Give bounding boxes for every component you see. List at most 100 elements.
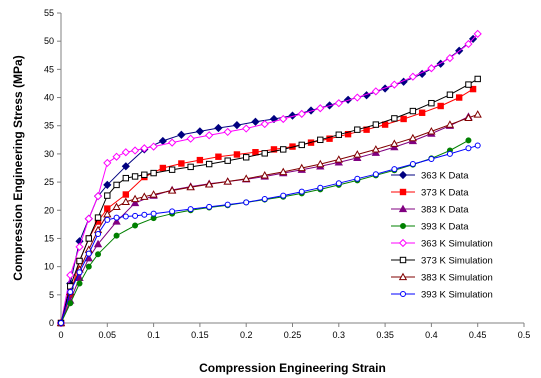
data-point bbox=[418, 109, 426, 116]
data-point bbox=[473, 29, 482, 38]
data-point bbox=[75, 242, 84, 252]
data-point bbox=[206, 203, 213, 210]
legend-label: 383 K Simulation bbox=[421, 273, 493, 284]
legend-marker bbox=[398, 204, 408, 213]
y-tick-label: 0 bbox=[49, 318, 54, 328]
data-point bbox=[465, 145, 472, 152]
data-point bbox=[232, 121, 242, 130]
y-tick-label: 40 bbox=[44, 93, 54, 103]
data-point bbox=[242, 124, 251, 133]
legend-marker bbox=[399, 256, 407, 264]
data-point bbox=[409, 161, 416, 168]
data-point bbox=[390, 139, 399, 147]
data-point bbox=[95, 251, 102, 258]
data-point bbox=[215, 153, 222, 160]
data-point bbox=[455, 94, 463, 101]
legend: 363 K Data 373 K Data 383 K Data 393 K Data… bbox=[391, 171, 493, 301]
data-point bbox=[428, 155, 435, 162]
data-point bbox=[167, 186, 177, 194]
legend-label: 373 K Data bbox=[421, 188, 469, 199]
data-point bbox=[122, 191, 130, 198]
data-point bbox=[242, 174, 251, 182]
x-tick-label: 0.15 bbox=[191, 330, 209, 340]
data-point bbox=[381, 121, 389, 128]
data-point bbox=[121, 162, 130, 171]
data-point bbox=[446, 91, 454, 98]
data-point bbox=[391, 166, 398, 173]
data-point bbox=[224, 157, 231, 164]
data-point bbox=[288, 111, 297, 120]
legend-label: 373 K Simulation bbox=[421, 256, 493, 267]
data-point bbox=[205, 160, 213, 168]
legend-label: 383 K Data bbox=[421, 205, 469, 216]
data-point bbox=[150, 169, 157, 177]
data-point bbox=[335, 131, 343, 138]
legend-item: 393 K Data bbox=[391, 222, 469, 233]
data-point bbox=[132, 222, 139, 229]
data-point bbox=[104, 216, 111, 223]
data-point bbox=[233, 151, 241, 158]
y-tick-label: 20 bbox=[44, 205, 54, 215]
data-point bbox=[168, 138, 177, 147]
data-point bbox=[158, 136, 167, 146]
data-point bbox=[122, 174, 130, 182]
data-point bbox=[196, 156, 204, 164]
data-point bbox=[76, 269, 83, 276]
x-tick-label: 0.5 bbox=[518, 330, 531, 340]
data-point bbox=[223, 127, 232, 137]
data-point bbox=[85, 235, 92, 242]
data-point bbox=[280, 146, 287, 153]
data-point bbox=[93, 192, 103, 201]
data-point bbox=[298, 141, 305, 149]
data-point bbox=[316, 159, 325, 168]
data-point bbox=[178, 160, 185, 167]
data-point bbox=[464, 39, 473, 49]
data-point bbox=[169, 208, 176, 215]
data-point bbox=[391, 115, 398, 122]
data-point bbox=[104, 192, 111, 199]
x-tick-label: 0.3 bbox=[333, 330, 346, 340]
data-point bbox=[149, 190, 158, 198]
y-axis-title: Compression Engineering Stress (MPa) bbox=[11, 55, 25, 280]
data-point bbox=[400, 115, 407, 123]
data-point bbox=[130, 198, 140, 207]
series-8 bbox=[58, 142, 481, 326]
y-tick-label: 15 bbox=[44, 233, 54, 243]
data-point bbox=[112, 202, 121, 211]
data-point bbox=[280, 192, 287, 199]
data-point bbox=[344, 130, 352, 138]
data-point bbox=[205, 131, 214, 140]
data-point bbox=[130, 146, 140, 155]
data-point bbox=[121, 148, 130, 157]
data-point bbox=[446, 150, 453, 157]
data-point bbox=[353, 93, 362, 102]
data-point bbox=[103, 158, 112, 168]
y-tick-label: 10 bbox=[44, 262, 54, 272]
data-point bbox=[371, 145, 380, 153]
legend-marker bbox=[398, 272, 408, 281]
data-point bbox=[113, 232, 120, 239]
data-point bbox=[131, 173, 139, 180]
data-point bbox=[316, 104, 325, 113]
data-point bbox=[243, 154, 250, 161]
data-point bbox=[343, 95, 353, 104]
data-point bbox=[390, 80, 399, 89]
data-point bbox=[354, 126, 361, 133]
data-point bbox=[121, 197, 130, 205]
data-point bbox=[186, 134, 195, 143]
data-point bbox=[465, 81, 472, 88]
legend-marker bbox=[400, 223, 406, 229]
data-point bbox=[372, 171, 379, 178]
data-point bbox=[140, 192, 149, 200]
x-tick-label: 0 bbox=[58, 330, 63, 340]
x-tick-label: 0.45 bbox=[469, 330, 487, 340]
legend-marker bbox=[398, 238, 408, 248]
data-point bbox=[474, 142, 481, 149]
data-point bbox=[214, 123, 223, 133]
data-point bbox=[474, 75, 481, 83]
legend-marker bbox=[400, 291, 406, 297]
legend-marker bbox=[399, 188, 407, 196]
legend-marker bbox=[398, 170, 408, 180]
data-point bbox=[437, 102, 444, 110]
